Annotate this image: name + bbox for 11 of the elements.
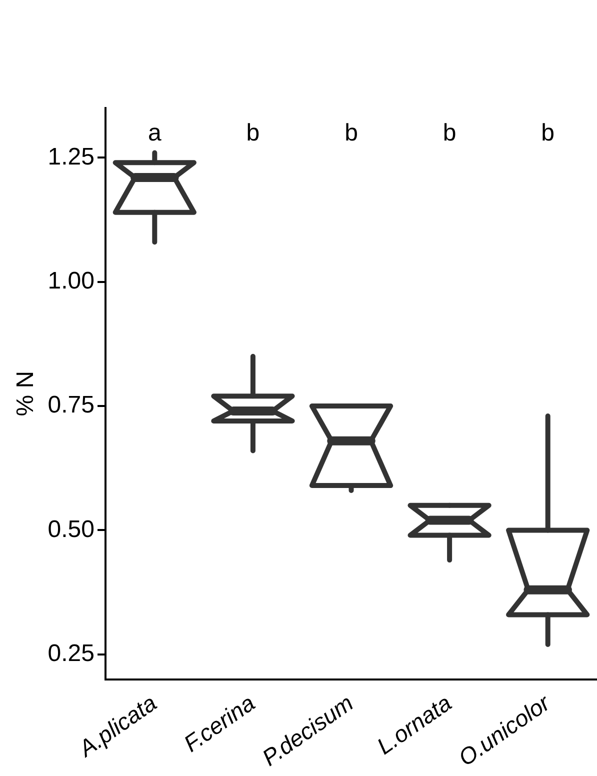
y-tick-label: 0.50 [48, 516, 95, 543]
y-tick-label: 1.00 [48, 267, 95, 294]
y-tick-label: 0.25 [48, 640, 95, 668]
y-tick-label: 1.25 [48, 143, 95, 170]
annotation: b [344, 120, 358, 147]
y-tick-label: 0.75 [48, 392, 95, 419]
annotation: b [541, 120, 555, 147]
y-axis-title: % N [12, 370, 40, 416]
annotation: a [148, 120, 162, 147]
annotation: b [442, 120, 456, 147]
annotation: b [246, 120, 260, 147]
